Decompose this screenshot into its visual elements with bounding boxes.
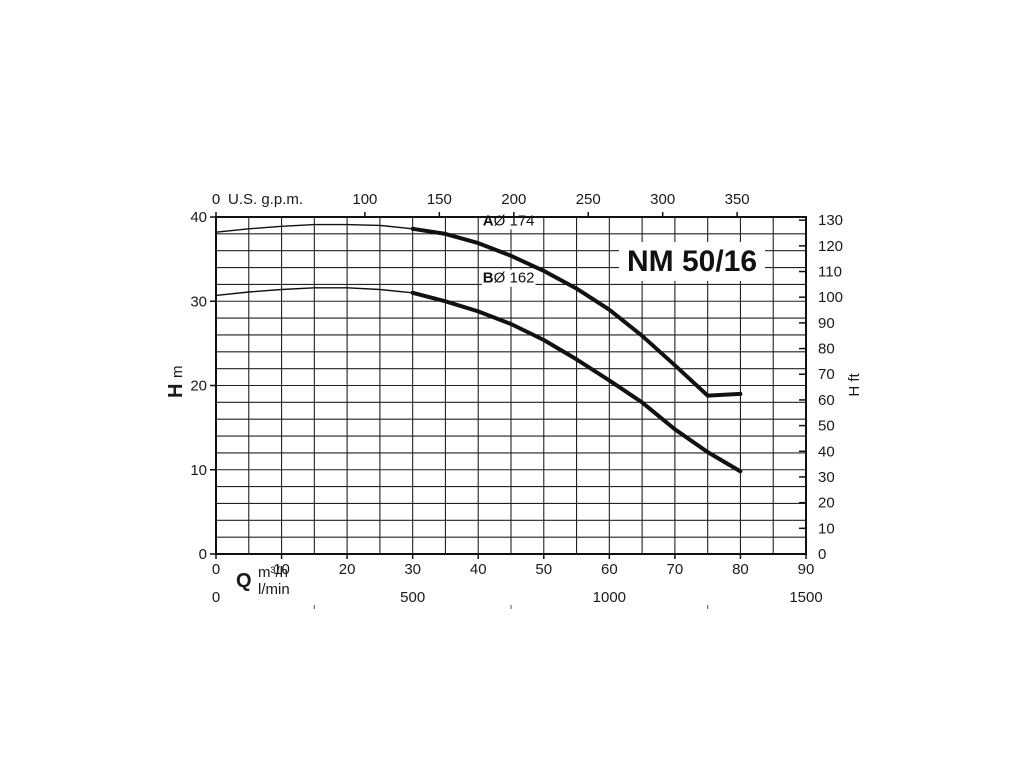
top-tick-label: 0 xyxy=(212,191,220,208)
chart-title: NM 50/16 xyxy=(627,245,757,278)
top-tick-label: 200 xyxy=(501,191,526,208)
y-tick-label: 40 xyxy=(190,209,207,226)
x-axis-unit-secondary: l/min xyxy=(258,581,290,598)
x-tick-label: 30 xyxy=(404,561,421,578)
right-tick-label: 60 xyxy=(818,392,835,409)
y-tick-label: 20 xyxy=(190,378,207,395)
top-tick-label: 250 xyxy=(576,191,601,208)
right-tick-label: 70 xyxy=(818,366,835,383)
x-tick-label: 80 xyxy=(732,561,749,578)
y-axis-symbol: H xyxy=(165,384,187,398)
top-tick-label: 300 xyxy=(650,191,675,208)
x-axis-unit-primary: m³/h xyxy=(258,564,288,581)
title-background xyxy=(618,242,766,281)
x-tick-label: 10 xyxy=(273,561,290,578)
right-tick-label: 100 xyxy=(818,289,843,306)
x-tick-label: 50 xyxy=(535,561,552,578)
x-tick-label: 90 xyxy=(798,561,815,578)
top-axis-label: U.S. g.p.m. xyxy=(228,191,303,208)
right-tick-label: 80 xyxy=(818,341,835,358)
top-tick-label: 350 xyxy=(725,191,750,208)
right-tick-label: 0 xyxy=(818,546,826,563)
curve-diameter: Ø 162 xyxy=(494,270,535,287)
curve-letter: A xyxy=(483,212,494,229)
right-tick-label: 10 xyxy=(818,520,835,537)
x-tick-label: 20 xyxy=(339,561,356,578)
curve-letter: B xyxy=(483,270,494,287)
bottom-secondary-tick-label: 0 xyxy=(212,589,220,606)
x-axis-symbol: Q xyxy=(236,570,252,592)
right-tick-label: 110 xyxy=(818,264,842,281)
curve-label-background xyxy=(481,269,536,287)
right-axis-label: H ft xyxy=(846,373,863,397)
right-tick-label: 30 xyxy=(818,469,835,486)
y-tick-label: 30 xyxy=(190,293,207,310)
x-tick-label: 70 xyxy=(667,561,684,578)
curve-a xyxy=(410,226,743,398)
curve-b xyxy=(410,290,743,474)
x-tick-label: 40 xyxy=(470,561,487,578)
bottom-secondary-tick-label: 1000 xyxy=(593,589,626,606)
y-axis-unit: m xyxy=(169,366,186,379)
y-tick-label: 10 xyxy=(190,462,207,479)
y-tick-label: 0 xyxy=(199,546,207,563)
curve-a-thin xyxy=(215,223,414,233)
right-tick-label: 20 xyxy=(818,495,835,512)
curve-b-thin xyxy=(215,287,414,297)
bottom-secondary-tick-label: 500 xyxy=(400,589,425,606)
right-tick-label: 40 xyxy=(818,443,835,460)
curve-label-a: AØ 174 xyxy=(481,212,536,230)
curve-label-b: BØ 162 xyxy=(481,269,536,287)
x-tick-label: 0 xyxy=(212,561,220,578)
curve-label-text: BØ 162 xyxy=(483,270,535,287)
x-tick-label: 60 xyxy=(601,561,618,578)
right-tick-label: 90 xyxy=(818,315,835,332)
y-axis-label: H m xyxy=(165,366,187,399)
top-tick-label: 100 xyxy=(352,191,377,208)
right-tick-label: 50 xyxy=(818,418,835,435)
right-tick-label: 130 xyxy=(818,212,843,229)
right-tick-label: 120 xyxy=(818,238,843,255)
top-tick-label: 150 xyxy=(427,191,452,208)
bottom-secondary-tick-label: 1500 xyxy=(789,589,822,606)
curve-label-text: AØ 174 xyxy=(483,212,535,229)
